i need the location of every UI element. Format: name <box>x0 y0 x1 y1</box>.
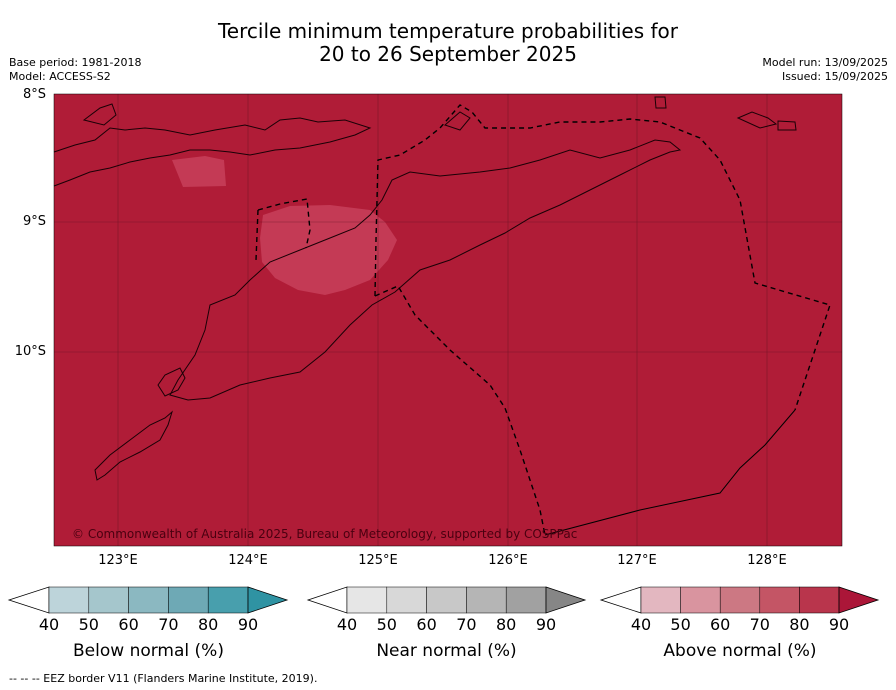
below-normal-bin-70 <box>168 586 209 614</box>
copyright-text: © Commonwealth of Australia 2025, Bureau… <box>72 527 578 541</box>
below-normal-bin-80 <box>207 586 249 614</box>
map-title: Tercile minimum temperature probabilitie… <box>0 20 896 66</box>
below-normal-tick-60: 60 <box>118 615 139 634</box>
below-normal-tick-40: 40 <box>38 615 60 634</box>
below-normal-lower-extend <box>7 586 50 614</box>
lon-label-128e: 128°E <box>747 553 787 568</box>
right-info: Model run: 13/09/2025 Issued: 15/09/2025 <box>762 56 888 84</box>
model-text: Model: ACCESS-S2 <box>9 70 111 83</box>
above-normal-upper-extend <box>838 586 880 614</box>
lon-label-127e: 127°E <box>617 553 657 568</box>
above-normal-bin-80 <box>799 586 840 614</box>
below-normal-tick-90: 90 <box>237 615 259 634</box>
below-normal-tick-70: 70 <box>158 615 179 634</box>
coastlines <box>53 96 797 481</box>
above-normal-90-field <box>54 94 842 546</box>
below-normal-label: Below normal (%) <box>73 641 224 661</box>
above-normal-tick-90: 90 <box>828 615 850 634</box>
above-normal-tick-40: 40 <box>630 615 652 634</box>
graticule <box>54 94 842 546</box>
near-normal-tick-80: 80 <box>496 615 517 634</box>
above-normal-lower-extend <box>599 586 642 614</box>
near-normal-tick-50: 50 <box>376 615 397 634</box>
below-normal-upper-extend <box>247 586 289 614</box>
above-normal-bin-60 <box>719 586 761 614</box>
near-normal-tick-60: 60 <box>416 615 437 634</box>
base-period-text: Base period: 1981-2018 <box>9 56 142 69</box>
near-normal-bin-50 <box>386 586 427 614</box>
below-normal-bin-40 <box>48 586 90 614</box>
below-normal-colorbar <box>7 586 289 614</box>
lat-label-8s: 8°S <box>22 87 46 102</box>
above-normal-label: Above normal (%) <box>663 641 817 661</box>
map-frame <box>53 93 843 547</box>
near-normal-bin-80 <box>505 586 547 614</box>
below-normal-bin-50 <box>88 586 129 614</box>
eez-footnote: -- -- -- EEZ border V11 (Flanders Marine… <box>9 672 318 685</box>
above-normal-80-patch-2 <box>260 205 397 295</box>
near-normal-bin-40 <box>346 586 388 614</box>
above-normal-colorbar <box>599 586 880 614</box>
above-normal-bin-40 <box>640 586 681 614</box>
eez-border <box>255 104 831 536</box>
title-line-2: 20 to 26 September 2025 <box>319 42 577 66</box>
near-normal-lower-extend <box>306 586 348 614</box>
issued-text: Issued: 15/09/2025 <box>781 70 888 83</box>
above-normal-tick-80: 80 <box>789 615 810 634</box>
lat-label-9s: 9°S <box>22 214 46 229</box>
above-normal-80-patch-1 <box>172 156 226 187</box>
above-normal-tick-60: 60 <box>710 615 731 634</box>
lon-label-126e: 126°E <box>488 553 528 568</box>
lon-label-123e: 123°E <box>98 553 138 568</box>
above-normal-tick-70: 70 <box>749 615 770 634</box>
near-normal-tick-70: 70 <box>456 615 477 634</box>
near-normal-bin-60 <box>426 586 467 614</box>
title-line-1: Tercile minimum temperature probabilitie… <box>217 19 679 43</box>
below-normal-bin-60 <box>128 586 169 614</box>
left-info: Base period: 1981-2018 Model: ACCESS-S2 <box>9 56 141 84</box>
below-normal-tick-50: 50 <box>78 615 99 634</box>
near-normal-upper-extend <box>545 586 587 614</box>
lon-label-125e: 125°E <box>358 553 398 568</box>
maritime-boundary <box>544 409 796 536</box>
near-normal-colorbar <box>306 586 587 614</box>
lat-label-10s: 10°S <box>14 344 46 359</box>
above-normal-tick-50: 50 <box>670 615 691 634</box>
near-normal-tick-40: 40 <box>336 615 358 634</box>
model-run-text: Model run: 13/09/2025 <box>762 56 888 69</box>
near-normal-bin-70 <box>466 586 507 614</box>
near-normal-label: Near normal (%) <box>376 641 517 661</box>
below-normal-tick-80: 80 <box>198 615 219 634</box>
above-normal-bin-50 <box>680 586 721 614</box>
near-normal-tick-90: 90 <box>535 615 557 634</box>
lon-label-124e: 124°E <box>228 553 268 568</box>
colorbars <box>7 586 880 614</box>
above-normal-bin-70 <box>759 586 800 614</box>
